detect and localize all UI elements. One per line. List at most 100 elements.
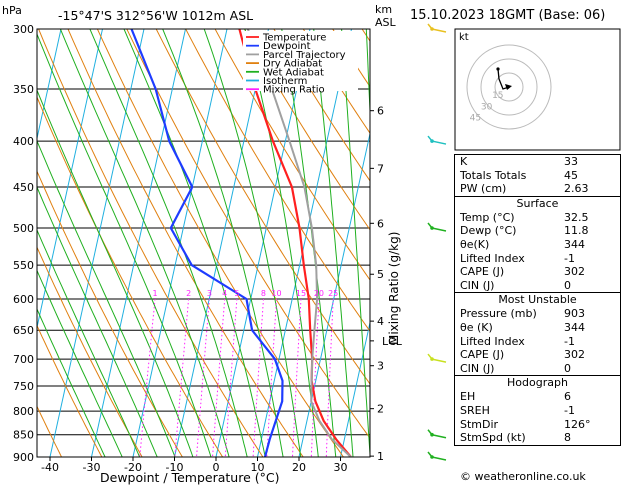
x-tick-label: -40 bbox=[41, 461, 59, 474]
legend-entry: Dewpoint bbox=[263, 41, 311, 52]
wet-adiabat bbox=[203, 29, 302, 457]
isotherm bbox=[340, 320, 370, 457]
mixing-ratio-axis-label: Mixing Ratio (g/kg) bbox=[387, 232, 401, 345]
legend-entry: Wet Adiabat bbox=[263, 67, 324, 78]
mixing-ratio-line bbox=[224, 298, 238, 457]
wet-adiabat bbox=[59, 29, 230, 457]
index-row: EH 6 bbox=[455, 390, 620, 404]
index-value: 344 bbox=[564, 237, 585, 251]
top-indices: K 33 Totals Totals 45 PW (cm) 2.63 bbox=[455, 155, 620, 196]
km-label: km bbox=[375, 3, 392, 16]
barb-dot bbox=[430, 357, 434, 361]
index-row: Lifted Index -1 bbox=[455, 335, 620, 349]
index-value: 33 bbox=[564, 155, 578, 168]
hodograph-ring bbox=[466, 44, 552, 130]
index-value: 126° bbox=[564, 417, 591, 431]
index-label: CIN (J) bbox=[460, 278, 495, 292]
km-tick-label: 2 bbox=[377, 403, 384, 416]
wind-barb bbox=[427, 135, 447, 145]
mixing-ratio-label: 2 bbox=[186, 289, 191, 298]
legend-entry: Dry Adiabat bbox=[263, 59, 322, 70]
hodograph-trace bbox=[497, 68, 510, 90]
most-unstable-block: Most Unstable Pressure (mb) 903 θe (K) 344 L… bbox=[455, 292, 620, 375]
hodograph-ring bbox=[480, 58, 538, 116]
index-value: 6 bbox=[564, 390, 571, 404]
barb-shaft bbox=[431, 227, 447, 232]
index-value: 302 bbox=[564, 348, 585, 362]
legend-entry: Isotherm bbox=[263, 76, 307, 87]
legend-entry: Mixing Ratio bbox=[263, 85, 325, 96]
isotherm bbox=[257, 29, 352, 457]
index-label: StmSpd (kt) bbox=[460, 431, 526, 445]
wet-adiabat bbox=[244, 29, 319, 457]
index-value: 903 bbox=[564, 307, 585, 321]
hodograph-title: Hodograph bbox=[507, 376, 568, 390]
hpa-label: hPa bbox=[2, 4, 22, 17]
hodograph-frame bbox=[454, 28, 621, 151]
pressure-tick-label: 500 bbox=[13, 222, 34, 235]
dry-adiabat bbox=[244, 29, 370, 231]
legend-box bbox=[243, 31, 358, 91]
mixing-ratio-line bbox=[292, 298, 302, 457]
x-axis-label: Dewpoint / Temperature (°C) bbox=[100, 470, 279, 485]
isotherm bbox=[298, 131, 370, 457]
wet-adiabat bbox=[281, 29, 337, 457]
index-value: -1 bbox=[564, 403, 575, 417]
index-row: θe (K) 344 bbox=[455, 321, 620, 335]
index-row: CIN (J) 0 bbox=[455, 279, 620, 293]
index-label: StmDir bbox=[460, 417, 499, 431]
legend-entry: Temperature bbox=[262, 33, 326, 44]
hodograph-ring bbox=[494, 72, 524, 102]
km-tick-label: 4 bbox=[377, 315, 384, 328]
mixing-ratio-label: 10 bbox=[271, 289, 281, 298]
index-value: -1 bbox=[564, 251, 575, 265]
dry-adiabat bbox=[273, 29, 370, 182]
pressure-tick-label: 700 bbox=[13, 353, 34, 366]
pressure-tick-label: 300 bbox=[13, 23, 34, 36]
wet-adiabat bbox=[37, 32, 212, 457]
mixing-ratio-label: 4 bbox=[222, 289, 227, 298]
hodograph-ring-label: 15 bbox=[492, 91, 503, 101]
index-row: Dewp (°C) 11.8 bbox=[455, 224, 620, 238]
index-value: 0 bbox=[564, 278, 571, 292]
mixing-ratio-line bbox=[139, 298, 156, 457]
dry-adiabat bbox=[185, 29, 370, 333]
dry-adiabat bbox=[38, 29, 264, 457]
dry-adiabat bbox=[155, 29, 370, 385]
index-row: Temp (°C) 32.5 bbox=[455, 211, 620, 225]
index-row: Totals Totals 45 bbox=[455, 169, 620, 183]
hodograph-ring-label: 45 bbox=[470, 114, 481, 124]
barb-shaft bbox=[431, 28, 447, 33]
index-value: 8 bbox=[564, 431, 571, 445]
dry-adiabat bbox=[37, 405, 62, 457]
isotherm bbox=[37, 29, 103, 330]
barb-dot bbox=[430, 226, 434, 230]
surface-block: Surface Temp (°C) 32.5 Dewp (°C) 11.8 θe(K) 3… bbox=[455, 195, 620, 293]
mixing-ratio-label: 8 bbox=[261, 289, 266, 298]
axes: 1 2 3 4 5 8 10 15 20 2530035040045050055060065070… bbox=[13, 23, 403, 474]
index-value: 302 bbox=[564, 265, 585, 279]
surface-title: Surface bbox=[516, 196, 559, 210]
index-label: θe(K) bbox=[460, 237, 490, 251]
index-row: CIN (J) 0 bbox=[455, 362, 620, 376]
wind-barb bbox=[427, 353, 447, 363]
mixing-ratio-label: 20 bbox=[314, 289, 324, 298]
index-value: 0 bbox=[564, 361, 571, 375]
pressure-tick-label: 850 bbox=[13, 429, 34, 442]
isotherm bbox=[215, 29, 311, 457]
km-tick-label: 1 bbox=[377, 450, 384, 463]
hodograph-unit: kt bbox=[459, 32, 469, 43]
wind-barb bbox=[427, 429, 447, 439]
most-unstable-title: Most Unstable bbox=[498, 293, 577, 307]
pressure-tick-label: 450 bbox=[13, 181, 34, 194]
x-tick-label: 0 bbox=[213, 461, 220, 474]
location-title: -15°47'S 312°56'W 1012m ASL bbox=[58, 8, 253, 23]
index-row: Pressure (mb) 903 bbox=[455, 307, 620, 321]
wet-adiabat bbox=[162, 29, 284, 457]
background-lines bbox=[37, 29, 370, 457]
km-tick-label: 6 bbox=[377, 105, 384, 118]
index-value: 2.63 bbox=[564, 182, 589, 196]
mixing-ratio-label: 15 bbox=[296, 289, 306, 298]
